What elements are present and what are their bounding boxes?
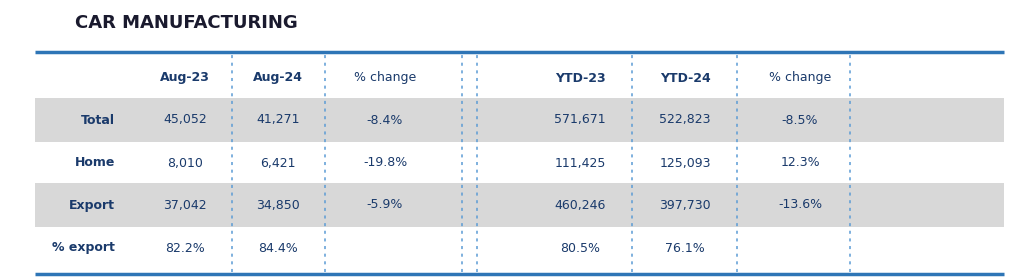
Text: Total: Total bbox=[81, 114, 115, 126]
Text: YTD-24: YTD-24 bbox=[659, 71, 711, 85]
Text: -13.6%: -13.6% bbox=[778, 198, 822, 211]
Text: -19.8%: -19.8% bbox=[362, 157, 408, 170]
Text: -8.5%: -8.5% bbox=[781, 114, 818, 126]
Text: 8,010: 8,010 bbox=[167, 157, 203, 170]
Text: Export: Export bbox=[69, 198, 115, 211]
Text: % change: % change bbox=[769, 71, 831, 85]
Text: 76.1%: 76.1% bbox=[666, 242, 705, 254]
Text: 111,425: 111,425 bbox=[554, 157, 605, 170]
Text: 45,052: 45,052 bbox=[163, 114, 207, 126]
Text: 80.5%: 80.5% bbox=[560, 242, 600, 254]
Text: 82.2%: 82.2% bbox=[165, 242, 205, 254]
Text: 84.4%: 84.4% bbox=[258, 242, 298, 254]
Text: -8.4%: -8.4% bbox=[367, 114, 403, 126]
Text: 41,271: 41,271 bbox=[256, 114, 300, 126]
Text: 6,421: 6,421 bbox=[260, 157, 296, 170]
Text: % change: % change bbox=[354, 71, 416, 85]
Text: 12.3%: 12.3% bbox=[780, 157, 820, 170]
Text: 397,730: 397,730 bbox=[659, 198, 711, 211]
Text: 34,850: 34,850 bbox=[256, 198, 300, 211]
Text: CAR MANUFACTURING: CAR MANUFACTURING bbox=[75, 14, 298, 32]
Text: Aug-23: Aug-23 bbox=[160, 71, 210, 85]
Text: % export: % export bbox=[52, 242, 115, 254]
Text: Aug-24: Aug-24 bbox=[253, 71, 303, 85]
Text: 571,671: 571,671 bbox=[554, 114, 606, 126]
Text: YTD-23: YTD-23 bbox=[555, 71, 605, 85]
Text: Home: Home bbox=[75, 157, 115, 170]
Text: 522,823: 522,823 bbox=[659, 114, 711, 126]
Bar bbox=[35, 98, 1004, 142]
Text: 460,246: 460,246 bbox=[554, 198, 605, 211]
Text: 125,093: 125,093 bbox=[659, 157, 711, 170]
Text: -5.9%: -5.9% bbox=[367, 198, 403, 211]
Bar bbox=[35, 183, 1004, 227]
Text: 37,042: 37,042 bbox=[163, 198, 207, 211]
